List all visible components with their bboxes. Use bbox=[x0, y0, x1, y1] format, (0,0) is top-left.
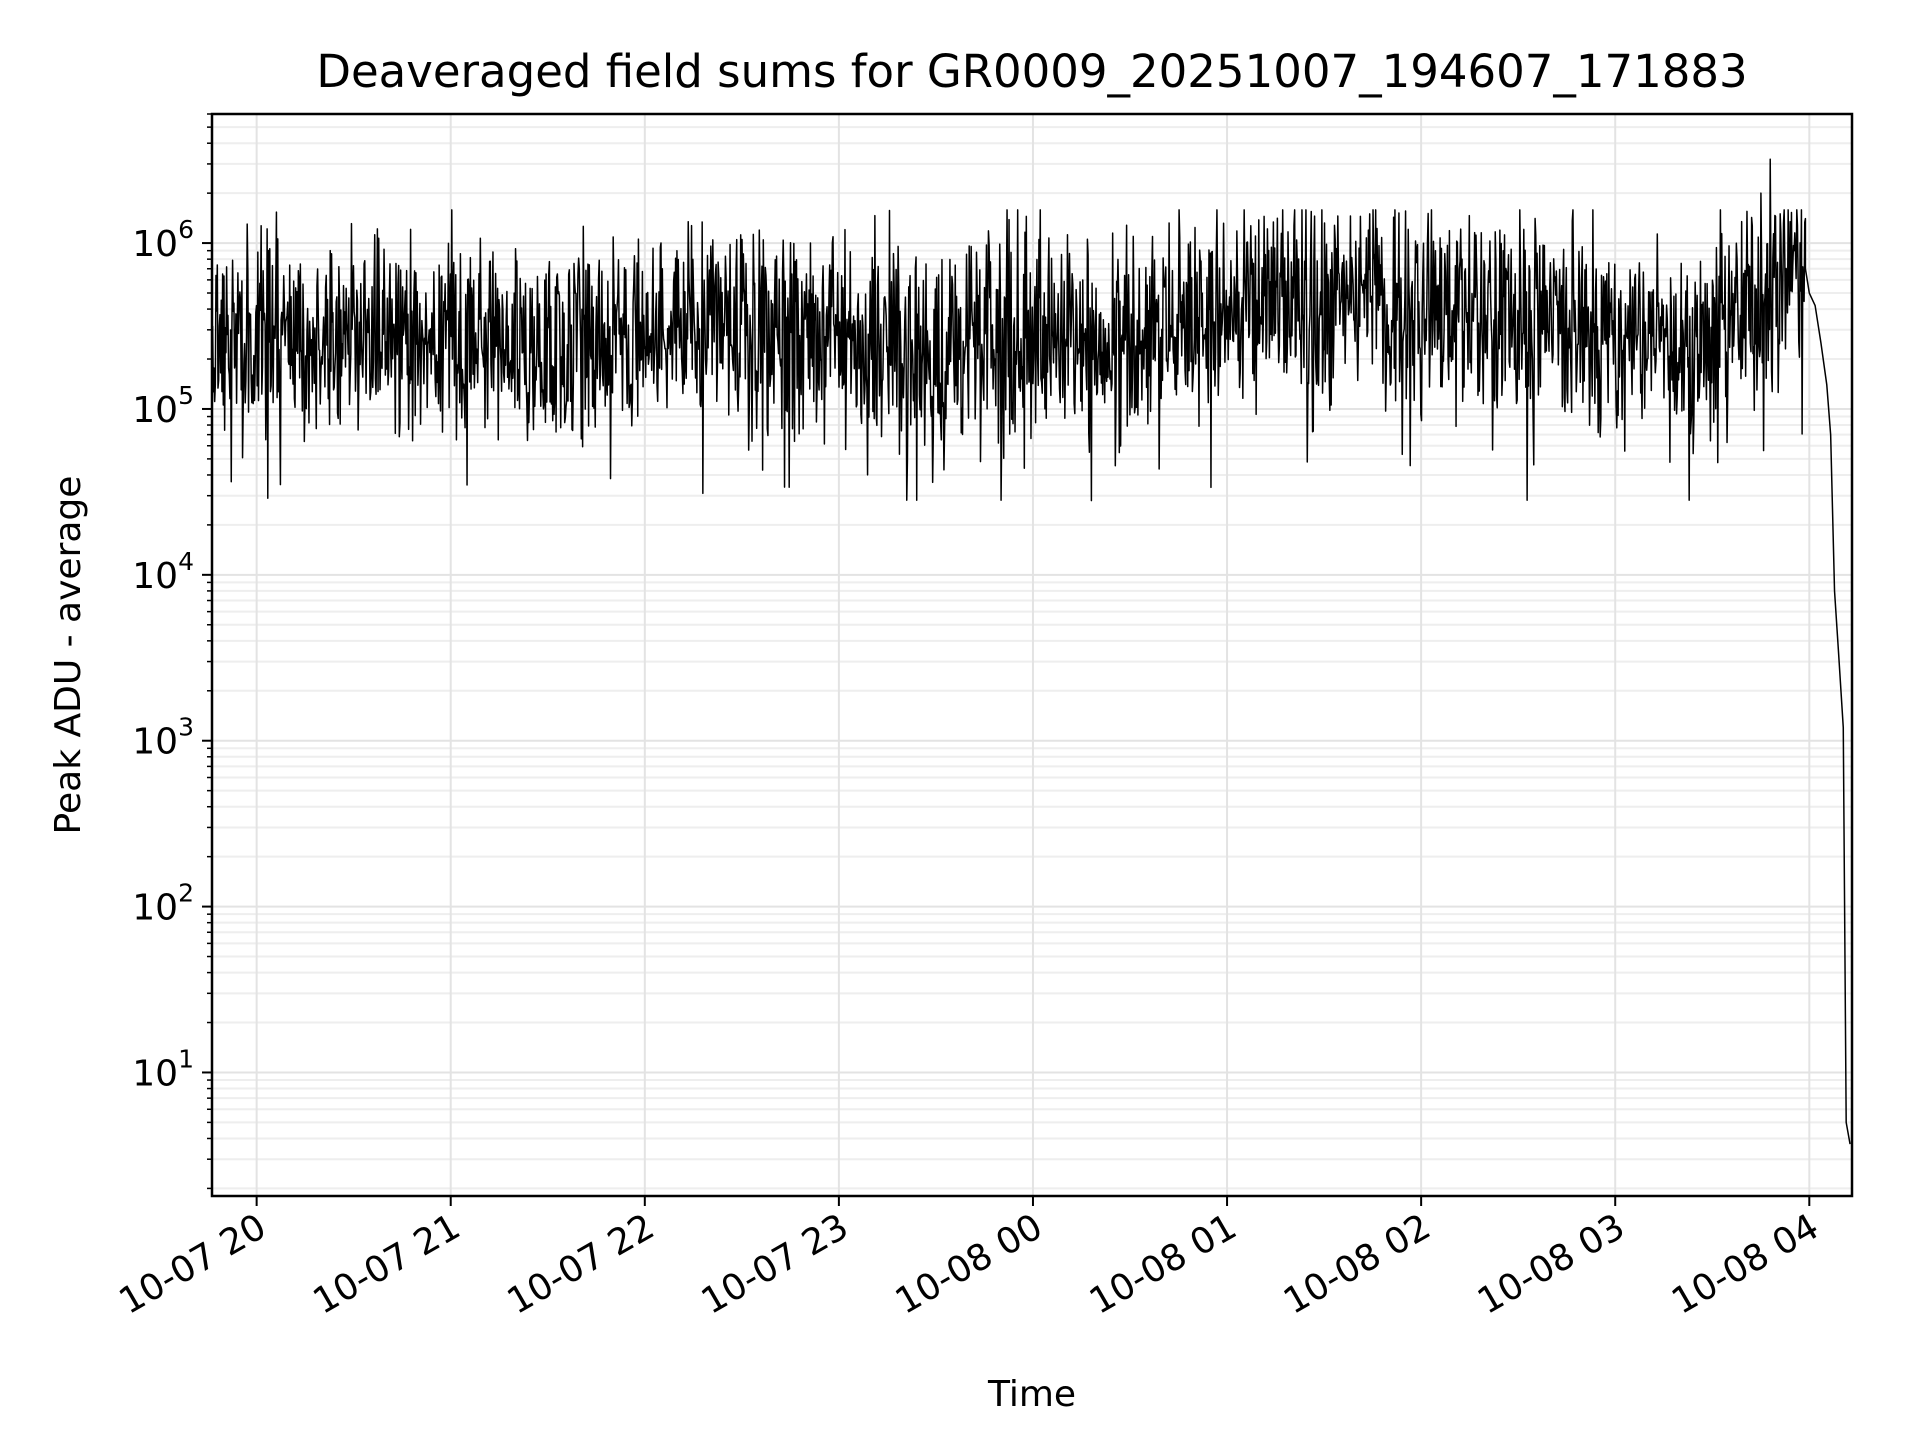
chart-title: Deaveraged field sums for GR0009_2025100… bbox=[316, 45, 1747, 98]
series-layer bbox=[211, 158, 1851, 1145]
y-tick-exponent: 5 bbox=[178, 381, 194, 410]
y-tick-base: 10 bbox=[132, 390, 178, 431]
y-tick-exponent: 2 bbox=[178, 879, 194, 908]
y-tick-exponent: 1 bbox=[178, 1044, 194, 1073]
y-tick-label: 103 bbox=[132, 713, 194, 763]
x-axis-label: Time bbox=[987, 1374, 1076, 1415]
y-tick-label: 106 bbox=[132, 215, 194, 265]
y-tick-label: 101 bbox=[132, 1044, 194, 1094]
y-tick-label: 105 bbox=[132, 381, 194, 431]
y-tick-base: 10 bbox=[132, 556, 178, 597]
series-line-deaveraged-field-sums bbox=[211, 158, 1851, 1145]
y-tick-base: 10 bbox=[132, 722, 178, 763]
y-tick-exponent: 3 bbox=[178, 713, 194, 742]
y-tick-label: 104 bbox=[132, 547, 194, 597]
y-tick-exponent: 4 bbox=[178, 547, 194, 576]
y-axis-label: Peak ADU - average bbox=[48, 476, 89, 835]
y-tick-label: 102 bbox=[132, 879, 194, 929]
y-tick-base: 10 bbox=[132, 224, 178, 265]
y-tick-exponent: 6 bbox=[178, 215, 194, 244]
y-tick-base: 10 bbox=[132, 1053, 178, 1094]
axis-ticks bbox=[202, 113, 1811, 1206]
y-tick-base: 10 bbox=[132, 888, 178, 929]
